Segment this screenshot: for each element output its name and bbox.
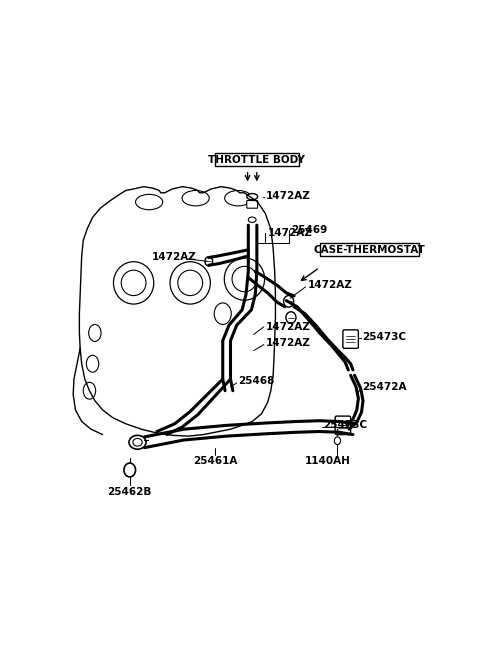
Text: 25473C: 25473C bbox=[324, 420, 368, 430]
FancyBboxPatch shape bbox=[320, 243, 419, 256]
Text: 1472AZ: 1472AZ bbox=[265, 338, 310, 348]
Text: CASE-THERMOSTAT: CASE-THERMOSTAT bbox=[313, 245, 425, 255]
Text: 25469: 25469 bbox=[291, 225, 327, 235]
Text: 25462B: 25462B bbox=[108, 487, 152, 497]
Text: 25473C: 25473C bbox=[362, 332, 407, 342]
Text: 1472AZ: 1472AZ bbox=[265, 191, 310, 201]
Text: 1472AZ: 1472AZ bbox=[308, 280, 353, 290]
Ellipse shape bbox=[247, 194, 258, 200]
Text: 1472AZ: 1472AZ bbox=[268, 228, 312, 238]
FancyBboxPatch shape bbox=[215, 153, 299, 166]
Ellipse shape bbox=[129, 436, 146, 449]
Text: 25472A: 25472A bbox=[362, 382, 407, 392]
Text: 25468: 25468 bbox=[238, 376, 275, 386]
FancyBboxPatch shape bbox=[335, 416, 350, 434]
Text: THROTTLE BODY: THROTTLE BODY bbox=[208, 154, 305, 165]
Text: 1472AZ: 1472AZ bbox=[152, 252, 196, 263]
Text: 25461A: 25461A bbox=[193, 456, 237, 466]
FancyBboxPatch shape bbox=[247, 200, 258, 208]
Text: 1472AZ: 1472AZ bbox=[265, 322, 310, 332]
FancyBboxPatch shape bbox=[343, 330, 359, 348]
Text: 1140AH: 1140AH bbox=[304, 456, 350, 466]
